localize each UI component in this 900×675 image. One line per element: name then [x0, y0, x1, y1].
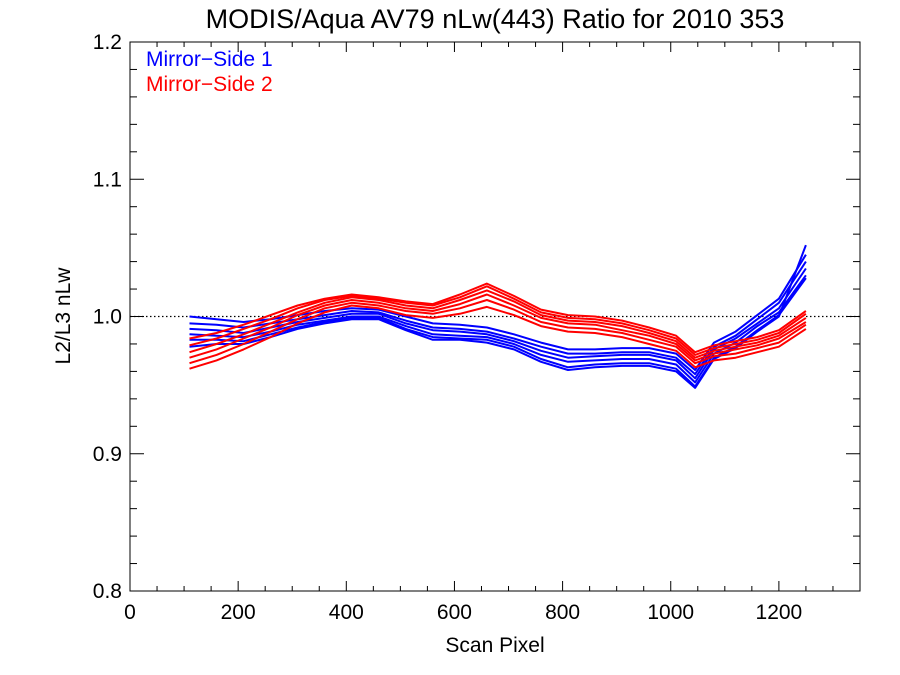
x-tick-label: 200 [221, 601, 256, 624]
plot-area: 0 200 400 600 800 1000 1200 0.8 0.9 1.0 1.1 1.2 Mirr… [93, 31, 861, 624]
y-tick-label: 1.2 [93, 31, 122, 54]
chart-title: MODIS/Aqua AV79 nLw(443) Ratio for 2010 … [206, 4, 785, 34]
series-line [189, 289, 807, 359]
x-tick-label: 800 [545, 601, 580, 624]
y-axis-label: L2/L3 nLw [52, 267, 75, 365]
legend-entry: Mirror−Side 1 [146, 48, 273, 71]
series-line [189, 304, 807, 370]
y-tick-label: 1.0 [93, 306, 122, 329]
x-axis-label: Scan Pixel [445, 634, 544, 657]
series-line [189, 293, 807, 362]
x-tick-label: 400 [329, 601, 364, 624]
x-tick-label: 1000 [647, 601, 694, 624]
series-line [189, 267, 807, 380]
series-line [189, 285, 807, 356]
x-tick-label: 1200 [756, 601, 803, 624]
series-line [189, 299, 807, 365]
y-tick-label: 0.9 [93, 443, 122, 466]
x-tick-label: 0 [124, 601, 136, 624]
legend-entry: Mirror−Side 2 [146, 73, 273, 96]
y-tick-label: 1.1 [93, 168, 122, 191]
series-line [189, 254, 807, 371]
series-line [189, 282, 807, 354]
x-tick-label: 600 [437, 601, 472, 624]
series-line [189, 244, 807, 389]
series-line [189, 277, 807, 388]
y-tick-label: 0.8 [93, 580, 122, 603]
